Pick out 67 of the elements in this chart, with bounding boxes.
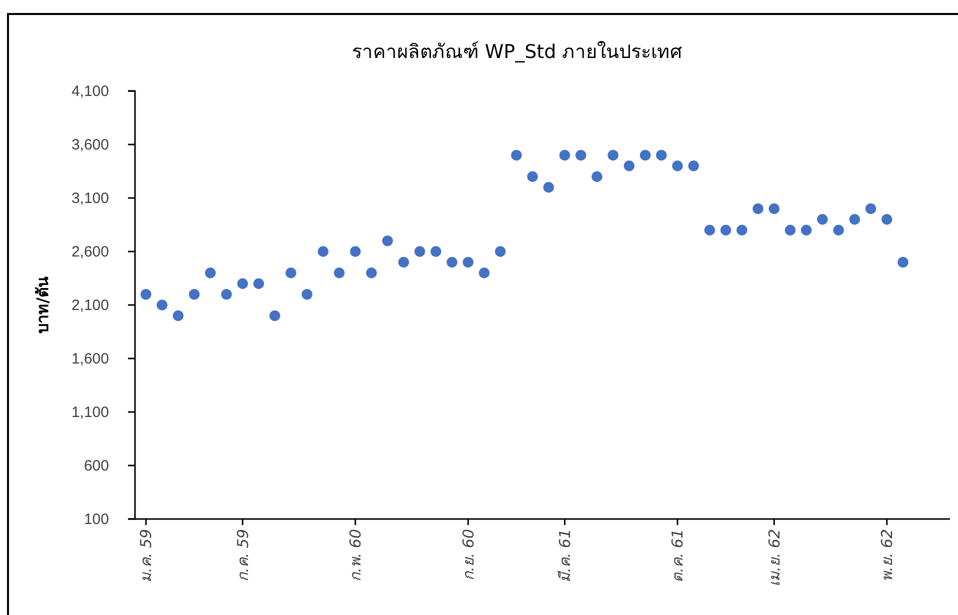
point (478, 268, 490, 278)
point (205, 268, 216, 278)
point (704, 224, 716, 236)
x-tick-label: ม.ค. 59 (137, 529, 156, 582)
point (575, 150, 586, 161)
point (269, 310, 280, 322)
point (784, 224, 796, 236)
point (286, 268, 296, 278)
point (817, 214, 828, 225)
y-tick-label: 2,600 (71, 243, 109, 260)
point (736, 224, 748, 236)
point (350, 246, 361, 257)
point (140, 288, 152, 300)
point (302, 288, 312, 300)
point (882, 214, 892, 225)
x-tick-label: ก.พ. 60 (346, 529, 365, 582)
point (253, 278, 264, 289)
point (833, 224, 844, 236)
point (688, 160, 699, 172)
point (156, 300, 168, 310)
point (172, 310, 184, 322)
point (398, 256, 410, 268)
point (494, 246, 506, 257)
y-tick-label: 3,600 (71, 136, 109, 154)
y-tick-label: 600 (84, 457, 109, 474)
point (430, 246, 442, 257)
point (672, 160, 683, 172)
point (752, 203, 764, 214)
point (511, 150, 522, 161)
point (527, 171, 538, 182)
point (414, 246, 426, 257)
y-tick-label: 2,100 (71, 296, 109, 314)
x-tick-label: พ.ย. 62 (878, 529, 896, 582)
point (334, 268, 345, 278)
x-tick-label: มี.ค. 61 (556, 529, 574, 582)
y-tick-label: 1,100 (71, 404, 109, 421)
point (543, 182, 554, 193)
point (221, 288, 232, 300)
point (898, 256, 908, 268)
point (366, 268, 377, 278)
point (849, 214, 860, 225)
point (318, 246, 328, 257)
point (446, 256, 458, 268)
point (624, 160, 635, 172)
point (559, 150, 570, 161)
y-tick-label: 3,100 (71, 190, 109, 207)
point (640, 150, 651, 161)
point (188, 288, 200, 300)
point (592, 171, 602, 182)
point (608, 150, 618, 161)
point (237, 278, 248, 289)
x-tick-label: ก.ค. 59 (234, 529, 252, 582)
point (865, 203, 876, 214)
point (462, 256, 474, 268)
y-tick-label: 100 (84, 510, 109, 528)
point (768, 203, 780, 214)
x-tick-label: ก.ย. 60 (459, 529, 478, 580)
y-tick-label: 4,100 (71, 82, 109, 100)
point (656, 150, 667, 161)
y-tick-label: 1,600 (71, 350, 109, 368)
x-tick-label: ต.ค. 61 (668, 529, 687, 582)
chart-title: ราคาผลิตภัณฑ์ WP_Std ภายในประเทศ (352, 41, 682, 63)
point (382, 235, 393, 246)
x-tick-label: เม.ย. 62 (765, 529, 784, 586)
point (800, 224, 812, 236)
point (720, 224, 732, 236)
y-axis-title: บาท/ตัน (33, 276, 52, 334)
